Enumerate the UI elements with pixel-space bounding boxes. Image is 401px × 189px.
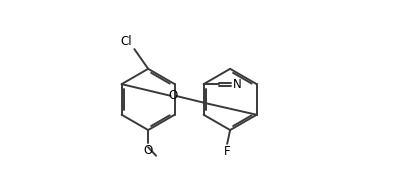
Text: N: N: [233, 78, 241, 91]
Text: O: O: [144, 144, 153, 157]
Text: F: F: [224, 145, 231, 158]
Text: Cl: Cl: [120, 35, 132, 48]
Text: O: O: [168, 89, 178, 102]
